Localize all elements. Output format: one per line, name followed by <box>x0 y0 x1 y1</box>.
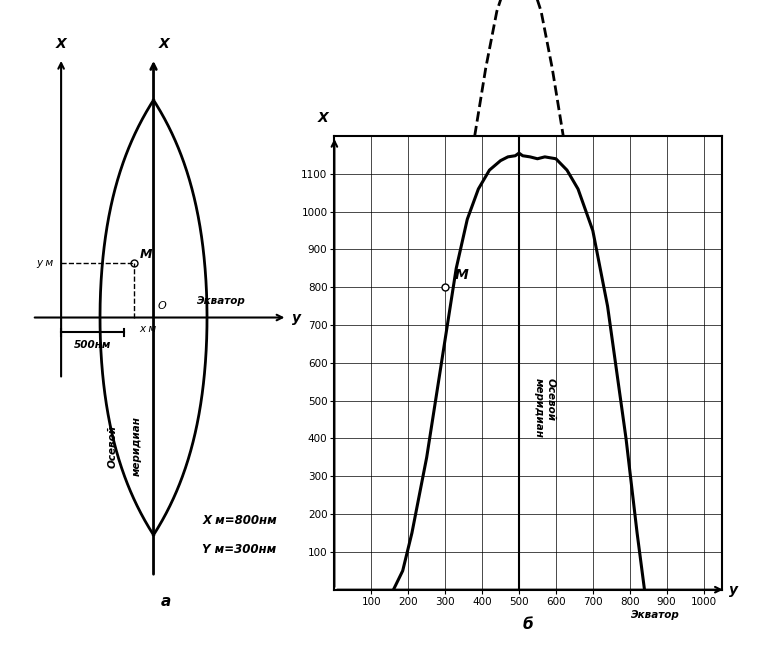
Text: а: а <box>160 594 171 609</box>
Text: Y м=300нм: Y м=300нм <box>202 543 277 557</box>
Text: y: y <box>292 310 301 325</box>
Text: у м: у м <box>36 258 54 268</box>
Text: у: у <box>730 583 739 597</box>
Text: Экватор: Экватор <box>198 296 246 307</box>
Text: 500нм: 500нм <box>74 340 112 350</box>
Text: M: M <box>140 248 153 260</box>
Text: M: M <box>454 268 468 282</box>
Text: O: O <box>157 301 166 311</box>
Text: X м=800нм: X м=800нм <box>202 514 277 527</box>
Text: Осевой
меридиан: Осевой меридиан <box>534 378 556 438</box>
Text: X: X <box>55 37 66 51</box>
Text: Осевой: Осевой <box>107 424 117 467</box>
Text: б: б <box>523 617 534 632</box>
Text: X: X <box>158 37 169 51</box>
Text: х м: х м <box>139 324 156 334</box>
Text: меридиан: меридиан <box>131 416 141 476</box>
Text: Экватор: Экватор <box>631 610 680 621</box>
Text: X: X <box>318 111 329 124</box>
